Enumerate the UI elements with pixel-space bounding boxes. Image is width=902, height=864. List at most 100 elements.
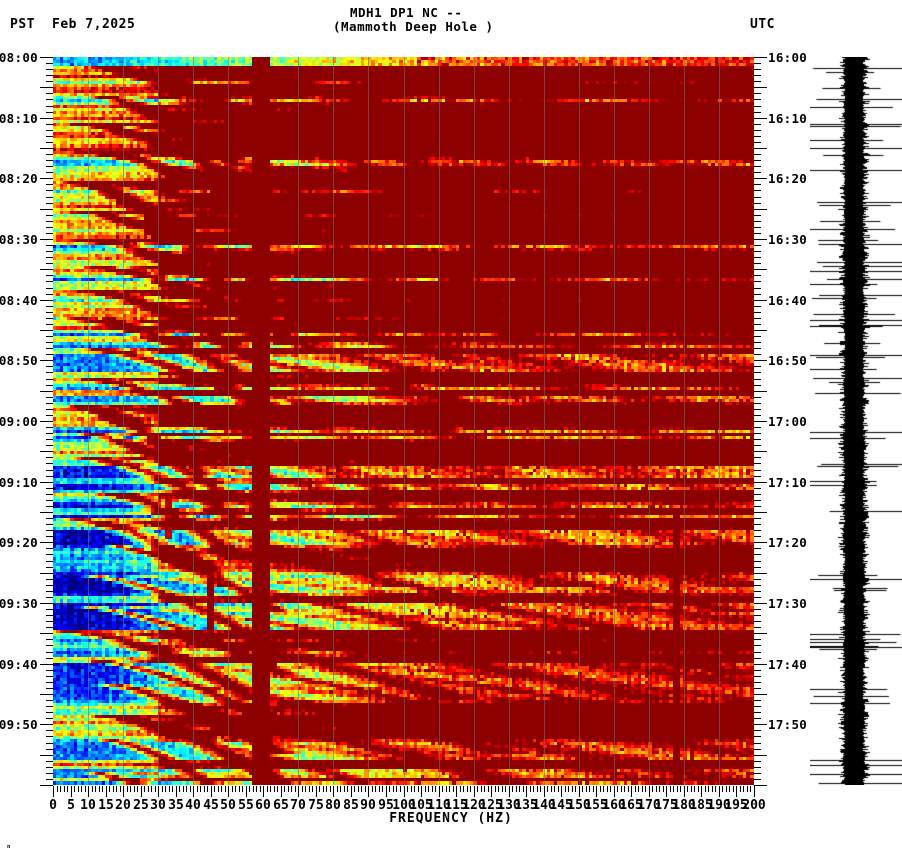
axis-tick [754,433,761,434]
axis-tick [354,786,355,792]
axis-tick [148,786,149,792]
axis-tick [127,786,128,792]
axis-tick [102,786,103,792]
time-tick-label: 08:50 [0,353,38,368]
axis-tick [698,786,699,792]
spectrogram-plot[interactable] [53,57,754,785]
axis-tick [46,354,53,355]
axis-tick [754,306,761,307]
frequency-tick-label: 0 [49,798,57,813]
frequency-tick-label: 130 [497,798,521,813]
axis-tick [365,786,366,792]
axis-tick [396,786,397,792]
axis-tick [754,554,761,555]
axis-tick [46,372,53,373]
axis-tick [747,786,748,792]
axis-tick [614,786,615,797]
axis-tick [246,786,247,797]
date-label: Feb 7,2025 [52,17,136,32]
axis-tick [46,136,53,137]
axis-tick [558,786,559,792]
axis-tick [505,786,506,792]
axis-tick [754,548,761,549]
axis-tick [484,786,485,792]
axis-tick [46,463,53,464]
axis-tick [754,767,761,768]
axis-tick [46,761,53,762]
time-tick-label: 08:20 [0,171,38,186]
axis-tick [733,786,734,792]
axis-tick [46,652,53,653]
axis-tick [46,579,53,580]
axis-tick [46,69,53,70]
frequency-tick-label: 200 [742,798,766,813]
axis-tick [729,786,730,792]
axis-tick [46,670,53,671]
axis-tick [610,786,611,792]
axis-tick [225,786,226,792]
axis-tick [754,457,761,458]
axis-tick [754,281,761,282]
axis-tick [137,786,138,792]
axis-tick [754,439,761,440]
frequency-tick-label: 180 [672,798,696,813]
axis-tick [754,785,767,786]
axis-tick [754,445,761,446]
axis-tick [46,342,53,343]
axis-tick [754,652,761,653]
axis-tick [46,306,53,307]
axis-tick [554,786,555,792]
axis-tick [411,786,412,792]
axis-tick [169,786,170,792]
axis-tick [40,785,53,786]
axis-tick [754,75,761,76]
time-tick-label: 16:50 [768,353,808,368]
axis-tick [344,786,345,792]
axis-tick [46,445,53,446]
axis-tick [754,670,761,671]
axis-tick [239,786,240,792]
axis-tick [393,786,394,792]
axis-tick [754,621,761,622]
axis-tick [46,476,53,477]
axis-tick [754,148,767,149]
time-tick-label: 17:40 [768,657,808,672]
axis-tick [330,786,331,792]
frequency-tick-label: 175 [654,798,678,813]
axis-tick [46,506,53,507]
axis-tick [418,786,419,792]
axis-tick [442,786,443,792]
axis-tick [40,755,53,756]
axis-tick [666,786,667,797]
axis-tick [340,786,341,792]
axis-tick [40,178,53,179]
axis-tick [652,786,653,792]
axis-tick [204,786,205,792]
axis-tick [754,197,761,198]
axis-tick [533,786,534,792]
axis-tick [40,451,53,452]
axis-tick [754,215,761,216]
time-tick-label: 09:20 [0,535,38,550]
axis-tick [754,160,761,161]
frequency-tick-label: 190 [707,798,731,813]
frequency-tick-label: 160 [602,798,626,813]
axis-tick [158,786,159,797]
axis-tick [715,786,716,792]
axis-tick [498,786,499,792]
axis-tick [40,57,53,58]
axis-tick [40,421,53,422]
axis-tick [603,786,604,792]
axis-tick [120,786,121,792]
axis-tick [46,275,53,276]
axis-tick [659,786,660,792]
axis-tick [754,658,761,659]
axis-tick [754,470,761,471]
time-tick-label: 17:00 [768,414,808,429]
frequency-tick-label: 60 [255,798,271,813]
axis-tick [200,786,201,792]
axis-tick [74,786,75,792]
axis-tick [106,786,107,797]
axis-tick [754,166,761,167]
frequency-tick-label: 185 [689,798,713,813]
